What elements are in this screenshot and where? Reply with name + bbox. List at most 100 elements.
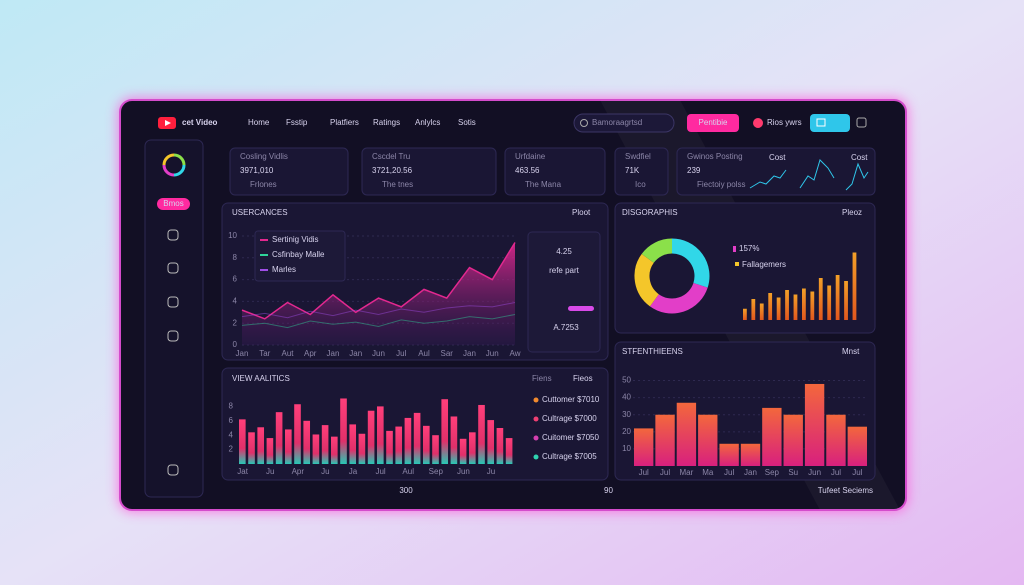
sidebar-icon[interactable] — [167, 330, 179, 342]
sidebar-logo — [173, 164, 186, 177]
bar — [827, 285, 832, 320]
sidebar-icon[interactable] — [167, 464, 179, 476]
x-tick-label: Aul — [402, 467, 414, 476]
panel-menu[interactable]: Fieos — [573, 374, 593, 383]
y-tick-label: 10 — [228, 231, 237, 240]
stat-label: Cscdel Tru — [372, 152, 410, 161]
x-tick-label: Jan — [327, 349, 340, 358]
sidebar-active[interactable] — [157, 198, 190, 210]
panel-menu[interactable]: Mnst — [842, 347, 860, 356]
y-tick-label: 4 — [233, 297, 238, 306]
stat-sub: The Mana — [525, 180, 562, 189]
stat-sub: Frlones — [250, 180, 277, 189]
stat-tag: Cost — [769, 153, 786, 162]
x-tick-label: Jul — [724, 468, 734, 477]
primary-button[interactable] — [687, 114, 739, 132]
x-tick-label: Su — [788, 468, 798, 477]
settings-icon[interactable] — [856, 117, 867, 128]
bar — [698, 414, 718, 466]
series-line — [241, 313, 516, 329]
nav-item[interactable]: Fsstip — [286, 118, 308, 127]
sidebar-icon[interactable] — [167, 296, 179, 308]
bar — [395, 426, 403, 464]
x-tick-label: Jun — [808, 468, 821, 477]
legend-label: Cultrage $7005 — [542, 452, 597, 461]
sidebar-icon[interactable] — [167, 262, 179, 274]
y-tick-label: 2 — [229, 445, 234, 454]
nav-item[interactable]: Anlylcs — [415, 118, 440, 127]
bar — [793, 294, 798, 320]
user-avatar[interactable] — [753, 118, 763, 128]
legend-dot — [533, 435, 539, 441]
panel-menu[interactable]: Pleoz — [842, 208, 862, 217]
sidebar-logo — [173, 153, 186, 166]
stat-label: Swdfiel — [625, 152, 651, 161]
bar — [847, 426, 867, 466]
footer-left: 300 — [399, 486, 413, 495]
y-tick-label: 2 — [233, 318, 238, 327]
highlight-value: 4.25 — [556, 247, 572, 256]
bar — [386, 430, 393, 464]
bar — [487, 420, 495, 464]
y-tick-label: 8 — [233, 253, 238, 262]
panel-menu[interactable]: Fiens — [532, 374, 552, 383]
legend-dot — [533, 397, 539, 403]
bar — [478, 404, 485, 464]
x-tick-label: Jul — [831, 468, 841, 477]
stat-card — [504, 147, 606, 196]
x-tick-label: Apr — [292, 467, 305, 476]
user-name[interactable]: Rios ywrs — [767, 118, 802, 127]
donut-slice — [649, 282, 708, 314]
stat-sub: The tnes — [382, 180, 413, 189]
sidebar-active-label[interactable]: Bmos — [163, 199, 183, 208]
bar — [844, 281, 848, 320]
bar — [367, 410, 375, 464]
bar — [423, 425, 430, 464]
donut-slice — [671, 238, 710, 288]
x-tick-label: Jul — [396, 349, 406, 358]
sidebar-icon[interactable] — [167, 229, 179, 241]
bar — [441, 399, 449, 464]
bar — [655, 414, 675, 466]
bar — [719, 443, 739, 466]
legend-dot — [533, 454, 539, 460]
stat-value: 3971,010 — [240, 166, 274, 175]
bar — [762, 407, 782, 466]
search-box[interactable] — [573, 113, 675, 133]
bar — [852, 252, 857, 320]
nav-item[interactable]: Platfiers — [330, 118, 359, 127]
nav-item[interactable]: Sotis — [458, 118, 476, 127]
stat-card — [614, 147, 669, 196]
legend-swatch — [735, 262, 739, 266]
panel-title: STFENTHIEENS — [622, 347, 683, 356]
area-fill — [242, 242, 515, 345]
panel-title: DISGORAPHIS — [622, 208, 678, 217]
primary-button-label[interactable]: Pentibie — [699, 118, 728, 127]
bar — [312, 434, 320, 464]
x-tick-label: Jul — [639, 468, 649, 477]
panel-title: USERCANCES — [232, 208, 288, 217]
x-tick-label: Jun — [486, 349, 499, 358]
stat-value: 463.56 — [515, 166, 540, 175]
cyan-button[interactable] — [810, 114, 850, 132]
y-tick-label: 6 — [233, 275, 238, 284]
bar — [826, 414, 846, 466]
legend-label: Sertinig Vidis — [272, 235, 319, 244]
y-tick-label: 0 — [233, 340, 238, 349]
bar — [802, 288, 806, 320]
brand-play — [165, 120, 171, 126]
bar — [783, 414, 803, 466]
x-tick-label: Aw — [510, 349, 521, 358]
panel-menu[interactable]: Ploot — [572, 208, 591, 217]
bar — [248, 432, 255, 464]
sparkline — [845, 162, 869, 191]
bar — [810, 291, 815, 320]
y-tick-label: 8 — [229, 402, 234, 411]
x-tick-label: Jun — [372, 349, 385, 358]
nav-item[interactable]: Ratings — [373, 118, 400, 127]
stat-card — [229, 147, 349, 196]
x-tick-label: Jan — [236, 349, 249, 358]
nav-item[interactable]: Home — [248, 118, 270, 127]
